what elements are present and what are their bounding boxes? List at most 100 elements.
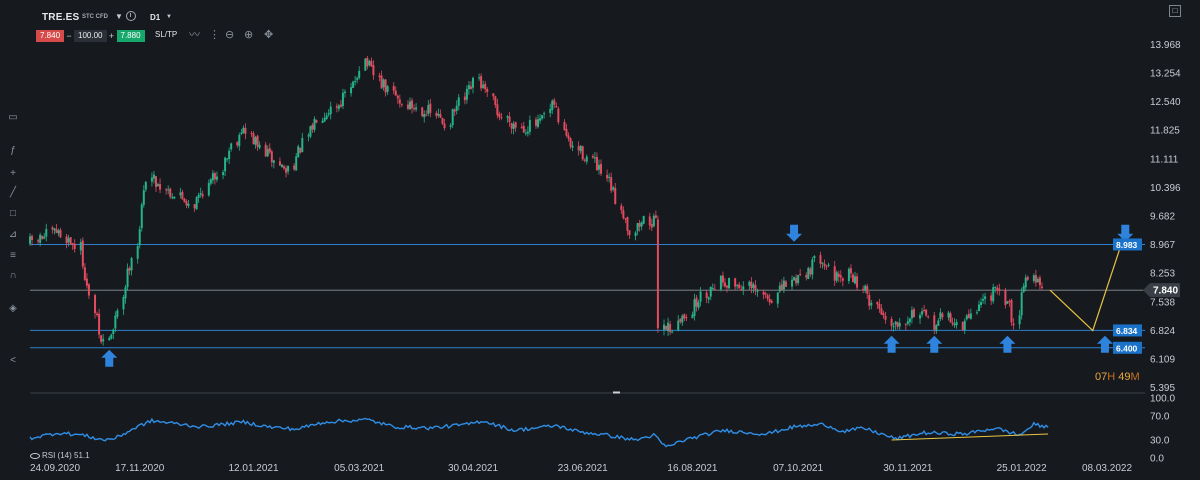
level-price-tag xyxy=(1113,238,1142,251)
candle-body xyxy=(85,278,88,286)
candle-body xyxy=(437,113,440,116)
eye-icon[interactable] xyxy=(30,452,40,459)
level-price-tag-label: 8.983 xyxy=(1116,240,1138,250)
rectangle-icon[interactable]: ▭ xyxy=(8,112,18,123)
candle-body xyxy=(96,313,99,316)
level-price-tag-label: 6.834 xyxy=(1116,326,1138,336)
candle-body xyxy=(534,119,537,126)
rsi-indicator-label[interactable]: RSI (14) 51.1 xyxy=(30,451,90,460)
quantity-minus-button[interactable]: − xyxy=(66,31,72,41)
symbol-label[interactable]: TRE.ES xyxy=(42,12,80,23)
candle-body xyxy=(1040,286,1043,288)
square-icon[interactable]: □ xyxy=(9,208,17,219)
candle-body xyxy=(372,65,375,76)
candle-body xyxy=(209,179,212,184)
clock-icon[interactable] xyxy=(126,11,136,21)
timeframe-selector[interactable]: D1 xyxy=(150,13,161,22)
candle-body xyxy=(339,104,342,107)
candle-body xyxy=(425,114,428,116)
candle-body xyxy=(849,268,852,274)
candle-body xyxy=(679,319,682,322)
wave-icon[interactable]: ⋮ xyxy=(209,29,220,41)
quantity-input[interactable]: 100.00 xyxy=(74,30,107,42)
price-tick-label: 10.396 xyxy=(1150,183,1181,194)
symbol-dropdown-icon[interactable]: ▼ xyxy=(115,12,123,21)
candle-body xyxy=(213,173,216,180)
candle-body xyxy=(1024,277,1027,288)
maximize-icon[interactable]: □ xyxy=(1169,5,1181,17)
candle-body xyxy=(780,284,783,291)
candle-body xyxy=(782,280,785,290)
candle-body xyxy=(169,188,172,197)
candle-body xyxy=(990,295,993,301)
candle-body xyxy=(211,173,214,181)
candle-body xyxy=(272,160,275,163)
candle-body xyxy=(368,60,371,66)
candle-body xyxy=(494,96,497,106)
buy-price-button[interactable]: 7.880 xyxy=(116,30,145,42)
candle-body xyxy=(140,204,143,229)
sell-price-button[interactable]: 7.840 xyxy=(36,30,65,42)
line-style-icon[interactable]: 〰 xyxy=(189,29,200,41)
plus-icon[interactable]: + xyxy=(10,168,16,179)
candle-body xyxy=(266,149,269,157)
time-tick-label: 30.04.2021 xyxy=(448,463,498,474)
candle-body xyxy=(39,234,42,243)
candle-body xyxy=(563,121,566,131)
time-tick-label: 30.11.2021 xyxy=(883,463,933,474)
candle-body xyxy=(982,298,985,301)
candle-body xyxy=(514,122,517,128)
fx-icon[interactable]: ƒ xyxy=(10,145,16,156)
crosshair-icon[interactable]: ✥ xyxy=(264,29,274,41)
candle-body xyxy=(636,222,639,232)
countdown-minutes-unit: M xyxy=(1130,371,1140,383)
candle-body xyxy=(866,286,869,294)
candle-body xyxy=(650,223,653,228)
candle-body xyxy=(939,312,942,319)
candle-body xyxy=(597,164,600,170)
candle-body xyxy=(181,191,184,200)
candle-body xyxy=(941,313,944,318)
candle-body xyxy=(612,187,615,190)
share-icon[interactable]: < xyxy=(10,355,16,366)
candle-body xyxy=(224,157,227,172)
instrument-type: STC CFD xyxy=(82,14,108,20)
price-tick-label: 13.968 xyxy=(1150,40,1181,51)
candle-body xyxy=(400,103,403,105)
fib-icon[interactable]: ≡ xyxy=(10,250,16,261)
candle-body xyxy=(382,79,385,88)
candle-body xyxy=(126,268,129,288)
rsi-tick-label: 30.0 xyxy=(1150,436,1170,447)
level-price-tag xyxy=(1113,324,1142,337)
candle-body xyxy=(809,268,812,275)
timeframe-dropdown-icon[interactable]: ▼ xyxy=(166,14,172,20)
candle-body xyxy=(947,312,950,318)
candle-body xyxy=(386,86,389,92)
candle-body xyxy=(705,292,708,298)
candle-body xyxy=(766,295,769,299)
zoom-out-icon[interactable]: ⊖ xyxy=(225,29,235,41)
candle-body xyxy=(994,286,997,288)
candle-body xyxy=(114,315,117,329)
price-tick-label: 11.111 xyxy=(1150,154,1179,165)
candle-body xyxy=(37,240,40,242)
candle-body xyxy=(847,268,850,282)
sl-tp-button[interactable]: SL/TP xyxy=(155,30,178,39)
candle-series xyxy=(29,55,1043,346)
candle-body xyxy=(667,322,670,332)
candle-body xyxy=(569,138,572,147)
candle-body xyxy=(925,309,928,316)
layers-icon[interactable]: ◈ xyxy=(9,303,17,314)
candle-body xyxy=(154,176,157,187)
zoom-in-icon[interactable]: ⊕ xyxy=(244,29,254,41)
candle-body xyxy=(648,216,651,226)
magnet-icon[interactable]: ∩ xyxy=(9,270,17,281)
candle-body xyxy=(242,127,245,134)
text-icon[interactable]: ⊿ xyxy=(8,229,18,240)
candle-body xyxy=(465,88,468,100)
quantity-plus-button[interactable]: + xyxy=(108,31,115,41)
pen-icon[interactable]: ╱ xyxy=(9,187,17,198)
grid-lines xyxy=(30,391,1145,394)
candle-body xyxy=(811,259,814,275)
